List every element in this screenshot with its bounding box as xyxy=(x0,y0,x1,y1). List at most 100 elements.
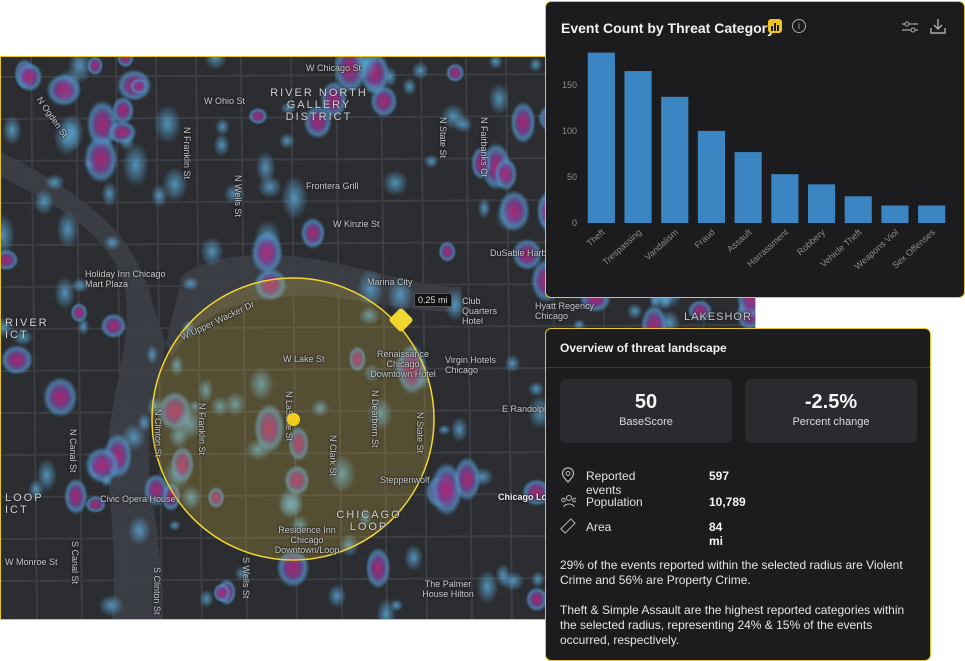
street xyxy=(75,57,83,619)
label-franklin-top: N Franklin St xyxy=(182,127,192,180)
heat-spot xyxy=(352,57,379,80)
heat-spot xyxy=(253,268,288,302)
heat-spot xyxy=(356,268,385,309)
heat-spot xyxy=(212,583,231,603)
bar-harrassment[interactable] xyxy=(771,174,799,223)
row-value: 84 mi xyxy=(709,520,724,548)
y-tick-label: 100 xyxy=(562,126,577,136)
label-lakeshore: LAKESHOR xyxy=(684,311,752,323)
heat-spot xyxy=(100,474,113,488)
heat-spot xyxy=(248,367,275,401)
heat-spot xyxy=(255,151,276,184)
chart-panel: Event Count by Threat Category i 0 50 100 1… xyxy=(545,1,965,298)
street xyxy=(1,324,755,330)
street xyxy=(380,57,388,619)
river xyxy=(1,152,461,619)
heat-spot xyxy=(224,391,247,417)
heat-spot xyxy=(2,115,23,146)
bar-theft[interactable] xyxy=(587,52,615,224)
label-w-ohio: W Ohio St xyxy=(204,96,246,106)
heat-spot xyxy=(16,62,43,92)
bar-robbery[interactable] xyxy=(807,184,836,223)
heat-spot xyxy=(83,134,119,184)
bar-trespassing[interactable] xyxy=(624,71,652,224)
heat-spot xyxy=(363,363,380,383)
label-palmer: The Palmer House Hilton xyxy=(422,579,474,599)
base-score-value: 50 xyxy=(634,391,658,413)
heat-spot xyxy=(488,57,504,70)
heat-spot xyxy=(504,354,521,373)
heat-spot xyxy=(100,313,127,339)
label-chicago-loop: Chicago Loop xyxy=(498,492,558,502)
heat-spot xyxy=(438,240,457,263)
heat-spot xyxy=(300,217,326,250)
heat-spot xyxy=(328,454,356,494)
street xyxy=(335,57,343,619)
bar-vehicle-theft[interactable] xyxy=(844,196,872,223)
heat-spot xyxy=(203,57,228,70)
label-franklin-mid: N Franklin St xyxy=(197,403,207,456)
district-river-west: RIVER ICT xyxy=(5,317,49,341)
heat-spot xyxy=(488,83,510,115)
overview-panel: Overview of threat landscape 50 BaseScor… xyxy=(545,328,931,661)
heat-spot xyxy=(278,132,295,150)
label-hyatt: Hyatt Regency Chicago xyxy=(535,301,595,321)
heat-spot xyxy=(626,302,643,320)
overview-title: Overview of threat landscape xyxy=(560,341,727,355)
y-tick-label: 0 xyxy=(572,218,577,228)
chart-title: Event Count by Threat Category xyxy=(561,20,775,36)
bar-assault[interactable] xyxy=(734,152,762,223)
heat-spot xyxy=(44,173,65,191)
sliders-icon[interactable] xyxy=(902,20,918,34)
download-icon[interactable] xyxy=(930,18,946,34)
heat-spot xyxy=(98,594,124,617)
label-holiday-inn: Holiday Inn Chicago Mart Plaza xyxy=(85,269,166,289)
heat-spot xyxy=(181,276,200,291)
street xyxy=(30,57,38,619)
bar-sex-offenses[interactable] xyxy=(918,205,946,224)
heat-spot xyxy=(310,398,330,418)
heat-spot xyxy=(200,236,224,267)
label-state-mid: N State St xyxy=(415,412,425,454)
info-icon[interactable]: i xyxy=(792,19,806,33)
heat-spot xyxy=(500,571,525,592)
percent-change-card: -2.5% Percent change xyxy=(745,379,917,443)
heat-spot xyxy=(470,146,492,180)
heat-spot xyxy=(143,473,170,507)
street xyxy=(420,57,428,619)
heat-spot xyxy=(494,157,518,192)
heat-spot xyxy=(1,344,34,376)
map-pin-icon xyxy=(561,467,575,483)
row-label: Reported events xyxy=(586,469,636,497)
heat-spot xyxy=(382,170,409,197)
heat-spot xyxy=(511,238,543,271)
heat-spot xyxy=(127,515,152,546)
street xyxy=(240,57,248,619)
heat-spot xyxy=(687,299,713,322)
radius-center-marker[interactable] xyxy=(287,413,300,426)
bar-fraud[interactable] xyxy=(697,130,726,223)
heat-spot xyxy=(498,189,531,232)
district-river-north: RIVER NORTH GALLERY DISTRICT xyxy=(270,87,368,123)
label-s-canal: S Canal St xyxy=(70,541,80,585)
overview-header: Overview of threat landscape xyxy=(546,329,930,368)
heat-spot xyxy=(389,598,404,612)
bar-vandalism[interactable] xyxy=(661,96,689,223)
bar-chart-icon xyxy=(768,19,782,33)
heat-spot xyxy=(137,413,152,433)
y-tick-label: 150 xyxy=(562,80,577,90)
bar-weapons-viol[interactable] xyxy=(881,205,909,224)
heat-spot xyxy=(103,234,121,251)
heat-spot xyxy=(199,589,214,608)
heat-spot xyxy=(60,113,85,152)
heat-spot xyxy=(1,317,14,338)
heat-spot xyxy=(12,328,34,346)
heat-spot xyxy=(358,507,372,528)
district-chicago-loop: CHICAGO LOOP xyxy=(336,509,402,533)
label-wells-top: N Wells St xyxy=(233,175,243,217)
heat-spot xyxy=(170,445,195,484)
percent-change-label: Percent change xyxy=(792,416,870,428)
heat-spot xyxy=(572,318,586,331)
heat-spot xyxy=(403,544,424,571)
